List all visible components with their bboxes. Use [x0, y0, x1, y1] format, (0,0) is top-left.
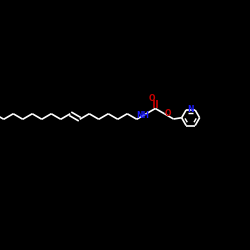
- Text: O: O: [164, 108, 171, 118]
- Text: N: N: [187, 106, 194, 114]
- Text: O: O: [149, 94, 156, 103]
- Text: NH: NH: [136, 110, 149, 120]
